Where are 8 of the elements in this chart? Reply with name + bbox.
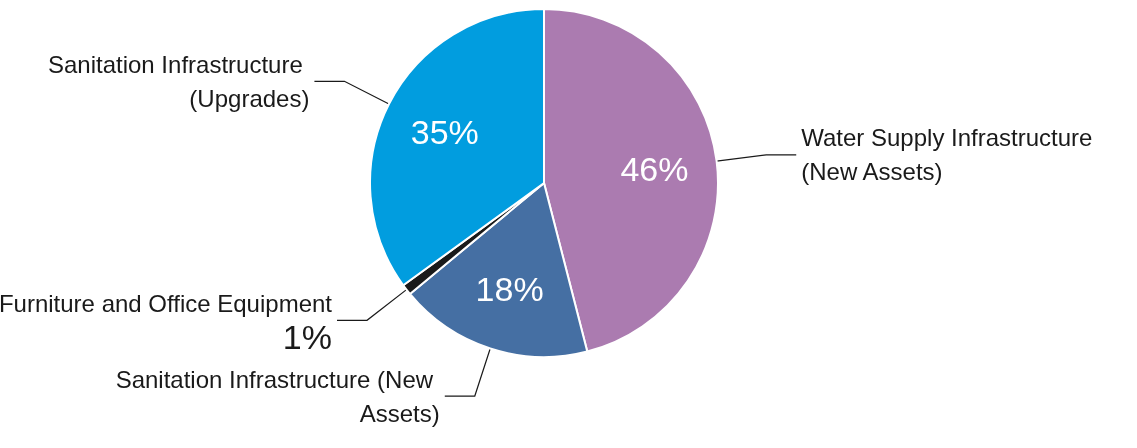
data-label: 18% [475, 269, 544, 308]
slice-label: Sanitation Infrastructure (New Assets) [115, 365, 440, 427]
data-label: 35% [410, 113, 479, 152]
data-label: 46% [620, 150, 689, 189]
slice-label: Sanitation Infrastructure (Upgrades) [47, 50, 310, 112]
data-label: 1% [282, 318, 333, 357]
slice-label: Water Supply Infrastructure (New Assets) [801, 124, 1100, 186]
slice-label: Furniture and Office Equipment [0, 289, 333, 317]
